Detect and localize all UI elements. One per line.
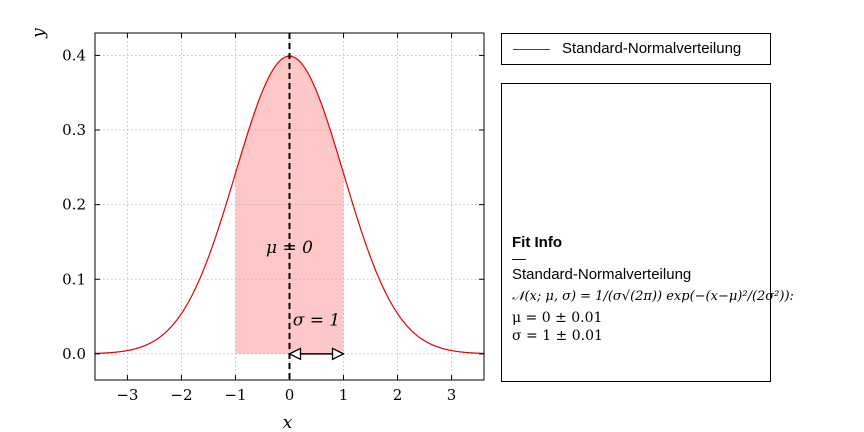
x-tick-label: 2 <box>393 386 403 404</box>
annotation-label: σ = 1 <box>293 311 340 331</box>
fit-info-separator: — <box>512 250 526 266</box>
y-tick-label: 0.3 <box>62 121 86 139</box>
x-tick-label: −3 <box>116 386 138 404</box>
fit-info-param-sigma: σ = 1 ± 0.01 <box>512 328 603 344</box>
y-tick-label: 0.2 <box>62 196 86 214</box>
x-axis-label: x <box>283 413 293 432</box>
fit-info-model-name: Standard-Normalverteilung <box>512 266 692 283</box>
fit-info-param-mu: μ = 0 ± 0.01 <box>512 310 603 326</box>
sigma-arrow-head-right <box>331 347 345 361</box>
legend-swatch <box>513 49 550 50</box>
y-tick-label: 0.1 <box>62 270 86 288</box>
x-tick-label: 0 <box>285 386 295 404</box>
fit-info-box: Fit Info — Standard-Normalverteilung 𝒩(x… <box>501 83 794 382</box>
y-tick-label: 0.4 <box>62 46 86 64</box>
sigma-arrow-head-left <box>288 347 302 361</box>
x-tick-label: 3 <box>447 386 457 404</box>
x-tick-label: 1 <box>339 386 349 404</box>
legend-label: Standard-Normalverteilung <box>562 40 742 57</box>
x-tick-label: −2 <box>170 386 192 404</box>
fit-info-formula: 𝒩(x; μ, σ) = 1/(σ√(2π)) exp(−(x−μ)²/(2σ²… <box>512 289 794 304</box>
y-tick-label: 0.0 <box>62 345 86 363</box>
y-axis-label: y <box>29 28 49 39</box>
legend: Standard-Normalverteilung <box>501 33 771 65</box>
fit-info-title: Fit Info <box>512 234 562 251</box>
annotation-label: μ = 0 <box>266 238 313 258</box>
x-tick-label: −1 <box>224 386 246 404</box>
